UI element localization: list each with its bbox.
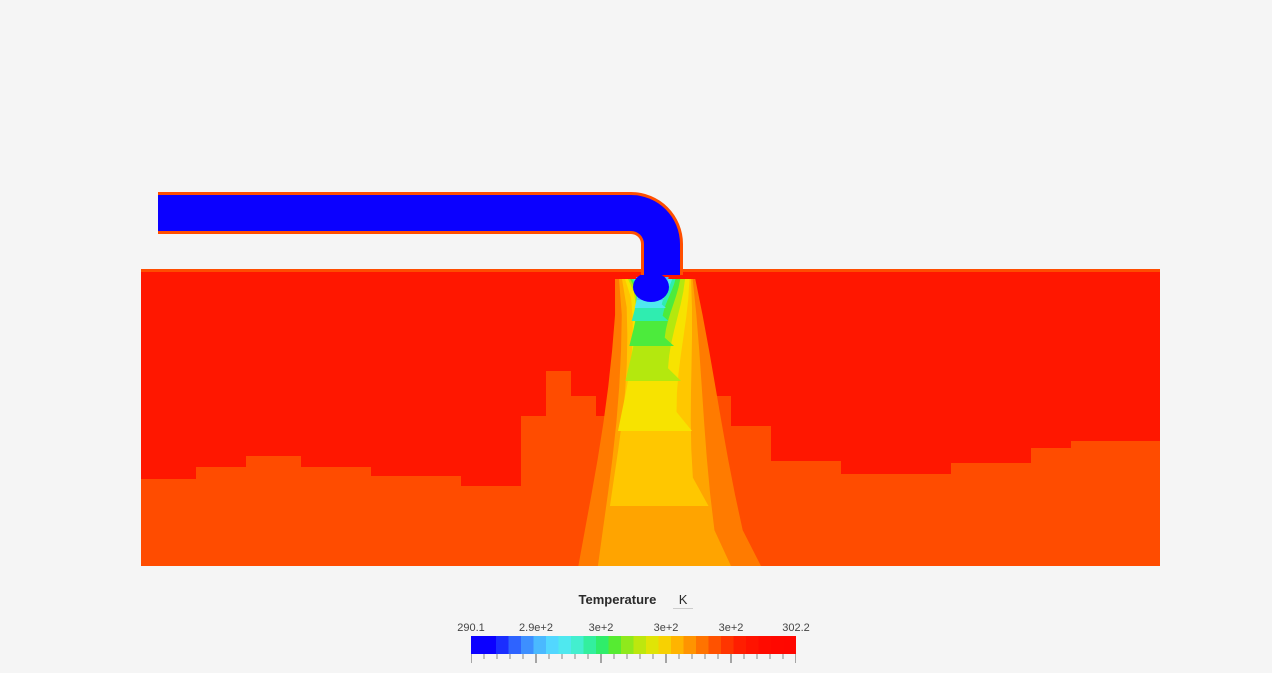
legend-tick-label: 2.9e+2 <box>511 622 561 634</box>
legend-tick-label: 3e+2 <box>576 622 626 634</box>
temperature-contour <box>0 0 1272 673</box>
legend-tick-label: 3e+2 <box>706 622 756 634</box>
legend-tick-label: 290.1 <box>446 622 496 634</box>
legend-tick-label: 3e+2 <box>641 622 691 634</box>
legend-colorbar <box>471 636 796 668</box>
legend-title: Temperature <box>579 592 657 607</box>
legend-unit: K <box>673 592 694 609</box>
legend-tick-label: 302.2 <box>771 622 821 634</box>
legend-title-row: Temperature K <box>0 591 1272 609</box>
simulation-canvas <box>0 0 1272 673</box>
